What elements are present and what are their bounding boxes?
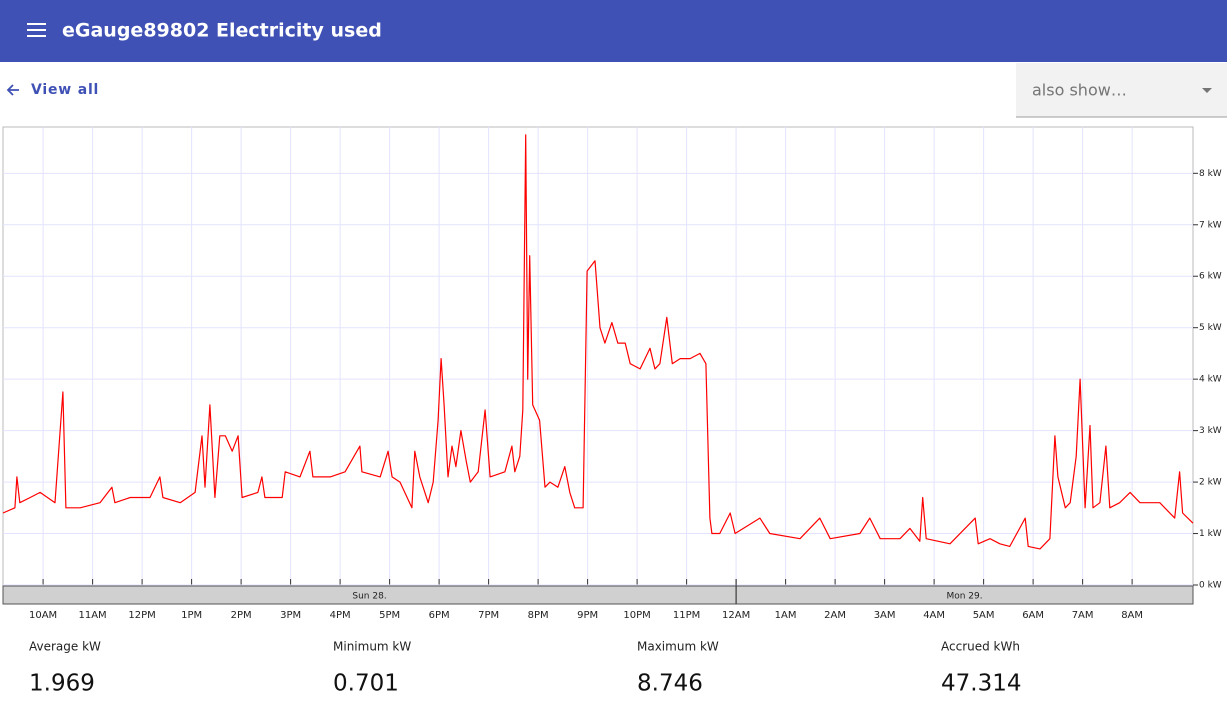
stat-value: 47.314 — [941, 671, 1021, 697]
x-tick-label: 1AM — [775, 610, 797, 621]
x-tick-label: 3AM — [874, 610, 896, 621]
x-tick-label: 3PM — [280, 610, 301, 621]
y-tick-label: 7 kW — [1199, 220, 1222, 230]
stat-value: 8.746 — [637, 671, 703, 697]
x-tick-label: 10AM — [29, 610, 57, 621]
y-tick-label: 0 kW — [1199, 581, 1222, 591]
page-title: eGauge89802 Electricity used — [62, 20, 382, 42]
x-tick-label: 12PM — [128, 610, 155, 621]
stat-label: Average kW — [29, 640, 101, 654]
select-placeholder: also show… — [1032, 81, 1127, 100]
stat-label: Accrued kWh — [941, 640, 1020, 654]
x-tick-label: 7PM — [478, 610, 499, 621]
app-bar — [0, 0, 1227, 62]
x-tick-label: 6AM — [1022, 610, 1044, 621]
y-tick-label: 4 kW — [1199, 375, 1222, 385]
plot-frame — [2, 126, 1194, 586]
y-tick-label: 1 kW — [1199, 529, 1222, 539]
stat-value: 1.969 — [29, 671, 95, 697]
stat-label: Maximum kW — [637, 640, 719, 654]
power-line — [2, 134, 1194, 550]
y-tick-label: 6 kW — [1199, 272, 1222, 282]
x-tick-label: 11PM — [673, 610, 700, 621]
day-label: Sun 28. — [352, 592, 386, 602]
x-tick-label: 8AM — [1121, 610, 1143, 621]
x-tick-label: 2PM — [231, 610, 252, 621]
x-tick-label: 12AM — [722, 610, 750, 621]
x-tick-label: 8PM — [528, 610, 549, 621]
x-tick-label: 2AM — [824, 610, 846, 621]
y-tick-label: 5 kW — [1199, 323, 1222, 333]
x-tick-label: 5PM — [379, 610, 400, 621]
y-tick-label: 2 kW — [1199, 478, 1222, 488]
back-link[interactable]: View all — [6, 82, 99, 98]
back-label: View all — [31, 82, 99, 98]
x-tick-label: 1PM — [181, 610, 202, 621]
x-tick-label: 10PM — [623, 610, 650, 621]
x-tick-label: 9PM — [577, 610, 598, 621]
x-tick-label: 5AM — [973, 610, 995, 621]
x-tick-label: 7AM — [1072, 610, 1094, 621]
x-tick-label: 6PM — [429, 610, 450, 621]
also-show-select[interactable]: also show… — [1016, 63, 1227, 118]
y-tick-label: 8 kW — [1199, 169, 1222, 179]
x-tick-label: 4PM — [330, 610, 351, 621]
menu-button[interactable] — [27, 23, 46, 37]
day-label: Mon 29. — [946, 592, 982, 602]
stat-label: Minimum kW — [333, 640, 411, 654]
x-tick-label: 11AM — [78, 610, 106, 621]
x-tick-label: 4AM — [923, 610, 945, 621]
y-tick-label: 3 kW — [1199, 426, 1222, 436]
stat-value: 0.701 — [333, 671, 399, 697]
